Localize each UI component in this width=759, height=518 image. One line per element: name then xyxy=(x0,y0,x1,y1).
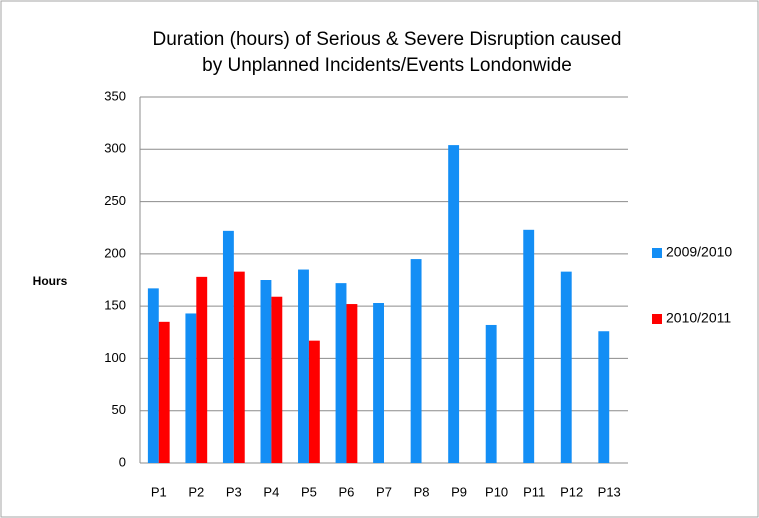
bar xyxy=(448,145,460,464)
y-tick-label: 250 xyxy=(104,193,126,208)
bar xyxy=(196,276,208,463)
y-tick-label: 50 xyxy=(112,402,126,417)
legend-swatch xyxy=(652,248,662,258)
x-tick-label: P12 xyxy=(560,484,583,499)
bar xyxy=(147,288,159,463)
x-tick-label: P8 xyxy=(414,484,430,499)
x-tick-label: P1 xyxy=(151,484,167,499)
bar xyxy=(373,303,384,463)
x-tick-label: P11 xyxy=(523,484,545,499)
y-tick-label: 300 xyxy=(104,141,126,156)
y-tick-label: 0 xyxy=(119,454,126,469)
bar xyxy=(308,340,320,463)
bar xyxy=(598,331,610,463)
chart-title: by Unplanned Incidents/Events Londonwide xyxy=(202,55,572,76)
y-tick-label: 100 xyxy=(104,350,126,365)
bar xyxy=(346,304,358,463)
bar xyxy=(560,271,572,463)
x-tick-label: P4 xyxy=(263,484,279,499)
bar xyxy=(158,321,170,463)
bar xyxy=(298,269,309,463)
legend-label: 2010/2011 xyxy=(666,310,731,326)
legend-swatch xyxy=(652,314,662,324)
x-tick-label: P5 xyxy=(301,484,317,499)
x-tick-label: P9 xyxy=(451,484,467,499)
bar xyxy=(410,259,422,463)
x-tick-label: P7 xyxy=(376,484,392,499)
x-tick-label: P6 xyxy=(339,484,355,499)
y-tick-label: 350 xyxy=(104,88,126,103)
bar xyxy=(260,280,272,463)
bar xyxy=(485,324,497,463)
x-tick-label: P10 xyxy=(485,484,508,499)
y-axis-label: Hours xyxy=(33,274,68,288)
x-tick-label: P13 xyxy=(598,484,621,499)
chart-title: Duration (hours) of Serious & Severe Dis… xyxy=(153,29,622,50)
legend-label: 2009/2010 xyxy=(666,244,732,260)
bar xyxy=(233,271,245,463)
bar xyxy=(271,296,283,463)
bar xyxy=(185,313,197,463)
x-tick-label: P2 xyxy=(188,484,204,499)
bar xyxy=(335,283,347,463)
y-tick-label: 200 xyxy=(104,245,126,260)
y-tick-label: 150 xyxy=(104,298,126,313)
bar xyxy=(523,229,535,463)
x-tick-label: P3 xyxy=(226,484,242,499)
bar xyxy=(222,230,234,463)
